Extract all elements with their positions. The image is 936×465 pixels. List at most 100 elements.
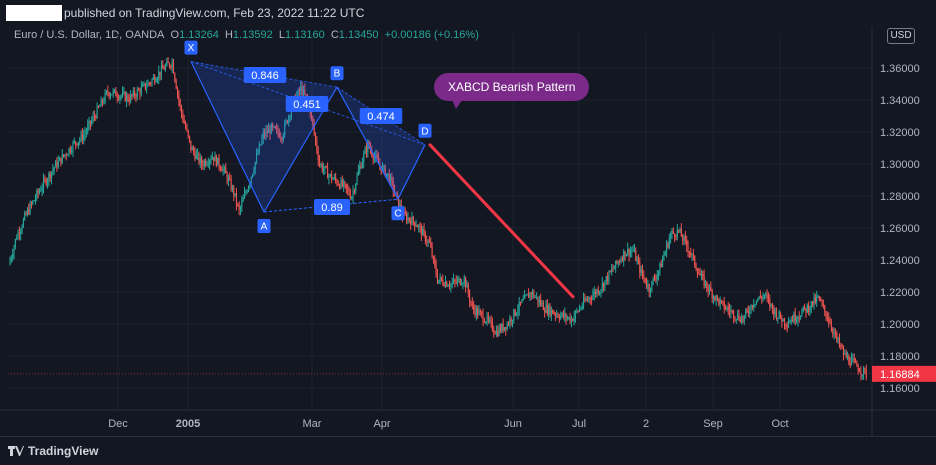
candle-body — [154, 77, 156, 83]
candle-body — [493, 330, 495, 333]
candle-body — [767, 297, 769, 299]
candle-body — [245, 192, 247, 194]
candle-body — [511, 320, 514, 322]
candle-body — [707, 287, 709, 291]
candle-body — [176, 88, 179, 94]
candle-body — [779, 312, 782, 319]
candle-body — [241, 201, 243, 208]
candle-body — [578, 308, 581, 312]
open-label: O — [170, 29, 180, 41]
candle-body — [502, 324, 504, 331]
candle-body — [134, 90, 136, 96]
candle-body — [529, 292, 531, 298]
time-tick-label: Oct — [771, 418, 788, 430]
trend-line — [428, 143, 575, 299]
candle-body — [750, 305, 752, 313]
candle-body — [340, 180, 342, 189]
candle-body — [794, 313, 796, 322]
candle-body — [753, 304, 755, 308]
candle-body — [625, 254, 627, 257]
currency-button[interactable]: USD — [887, 28, 915, 44]
point-label: A — [261, 222, 268, 233]
candle-body — [285, 120, 287, 124]
candle-body — [193, 147, 195, 153]
candle-body — [731, 310, 733, 312]
candle-body — [234, 193, 236, 196]
candle-body — [620, 259, 622, 262]
candle-body — [95, 116, 97, 118]
candle-body — [600, 289, 602, 292]
candle-body — [466, 284, 468, 288]
price-tick-label: 1.16000 — [880, 383, 920, 395]
candle-body — [658, 270, 660, 275]
candle-body — [473, 305, 475, 310]
candle-body — [364, 148, 366, 154]
candle-body — [645, 283, 648, 287]
candle-body — [46, 180, 49, 185]
annotation-bubble[interactable]: XABCD Bearish Pattern — [434, 73, 590, 101]
candle-body — [789, 322, 791, 324]
candle-body — [317, 150, 319, 161]
candle-body — [37, 190, 39, 193]
candle-body — [726, 307, 728, 309]
candle-body — [361, 162, 363, 168]
candle-body — [475, 308, 477, 315]
candle-body — [237, 204, 239, 206]
candle-body — [842, 347, 845, 355]
candle-body — [687, 246, 689, 252]
candle-body — [755, 300, 757, 305]
candle-body — [633, 249, 635, 251]
candle-body — [470, 301, 472, 304]
candle-body — [352, 191, 354, 198]
ratio-label: 0.846 — [251, 70, 279, 82]
candle-body — [175, 80, 177, 89]
candle-body — [313, 124, 315, 134]
candle-body — [668, 238, 670, 248]
point-label: X — [188, 43, 195, 54]
candle-body — [688, 251, 690, 253]
point-badge — [184, 40, 198, 55]
candle-body — [122, 92, 124, 96]
candle-body — [135, 95, 137, 97]
candle-body — [491, 321, 493, 331]
symbol-name[interactable]: Euro / U.S. Dollar, 1D, OANDA — [14, 29, 165, 41]
footer-brand[interactable]: TradingView — [28, 444, 99, 458]
candle-body — [663, 255, 665, 260]
candle-body — [180, 106, 183, 114]
candle-body — [526, 294, 528, 296]
candle-body — [761, 297, 763, 299]
candle-body — [155, 80, 157, 83]
candle-body — [708, 286, 711, 291]
candle-body — [515, 313, 518, 316]
candle-body — [514, 309, 516, 316]
chart-grid — [0, 26, 936, 436]
candle-body — [28, 209, 30, 214]
candle-body — [455, 281, 457, 283]
candle-body — [146, 86, 148, 89]
candle-body — [676, 229, 678, 237]
candle-body — [632, 250, 634, 252]
candle-body — [71, 151, 73, 153]
candle-body — [554, 313, 556, 316]
candle-body — [671, 231, 673, 234]
candle-body — [781, 318, 783, 322]
candle-body — [331, 174, 333, 180]
candle-body — [774, 310, 776, 315]
price-tick-label: 1.28000 — [880, 191, 920, 203]
candle-body — [77, 141, 79, 146]
candle-body — [349, 194, 351, 199]
candle-body — [387, 173, 389, 175]
candle-body — [69, 148, 71, 152]
candle-body — [270, 124, 272, 134]
candle-body — [782, 318, 784, 322]
candle-body — [447, 286, 449, 288]
candle-body — [22, 219, 24, 227]
candle-body — [686, 239, 688, 247]
candle-body — [48, 173, 50, 181]
candle-body — [471, 303, 473, 306]
high-label: H — [224, 29, 233, 41]
candle-body — [195, 154, 197, 159]
candle-body — [395, 192, 397, 194]
candle-body — [65, 154, 67, 156]
